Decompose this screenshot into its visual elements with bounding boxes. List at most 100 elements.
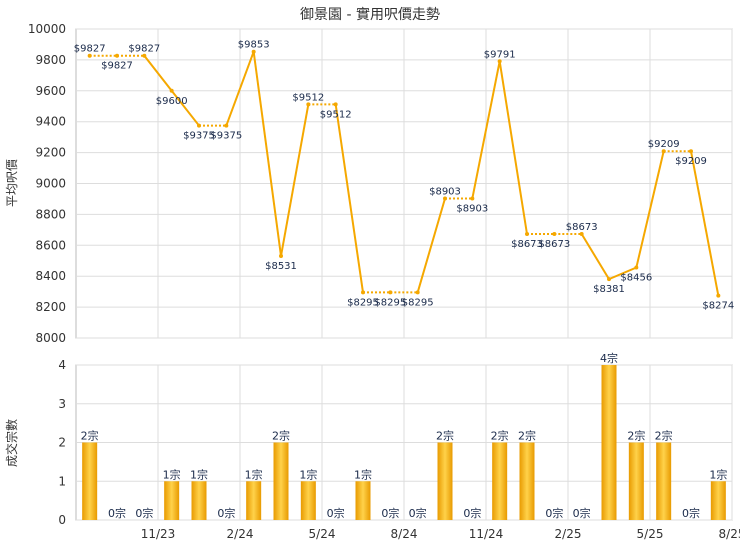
price-tick-label: 8200 — [35, 300, 66, 314]
x-tick-label: 2/24 — [227, 527, 254, 541]
price-tick-label: 10000 — [28, 22, 66, 36]
x-tick-label: 8/24 — [391, 527, 418, 541]
volume-data-label: 0宗 — [217, 506, 235, 520]
volume-bar — [273, 442, 289, 520]
price-tick-label: 9200 — [35, 146, 66, 160]
price-point — [497, 59, 502, 64]
volume-data-label: 1宗 — [190, 467, 208, 481]
price-point — [115, 53, 119, 58]
price-point — [197, 123, 201, 128]
price-data-label: $8903 — [456, 203, 488, 214]
price-data-label: $8295 — [402, 297, 434, 308]
price-point — [333, 102, 338, 107]
volume-bar — [191, 481, 207, 520]
volume-tick-label: 1 — [58, 474, 66, 488]
price-data-label: $8903 — [429, 186, 461, 197]
volume-data-label: 2宗 — [81, 429, 99, 443]
x-tick-label: 2/25 — [555, 527, 582, 541]
volume-bar — [601, 365, 617, 520]
price-point — [87, 53, 92, 58]
volume-data-label: 0宗 — [327, 506, 345, 520]
x-tick-label: 11/24 — [469, 527, 504, 541]
price-data-label: $8381 — [593, 284, 625, 295]
volume-data-label: 0宗 — [463, 506, 481, 520]
volume-bar — [628, 442, 644, 520]
x-tick-label: 8/25 — [719, 527, 740, 541]
price-point — [415, 290, 420, 295]
price-point — [525, 232, 529, 237]
volume-data-label: 2宗 — [272, 429, 290, 443]
volume-data-label: 2宗 — [436, 429, 454, 443]
x-tick-label: 5/25 — [637, 527, 664, 541]
price-data-label: $9209 — [675, 156, 707, 167]
price-data-label: $9600 — [156, 96, 188, 107]
price-axis-label: 平均呎價 — [5, 159, 19, 207]
volume-data-label: 0宗 — [108, 506, 126, 520]
price-line-segment — [170, 90, 200, 127]
volume-plot: 0 1 2 3 4 11/23 2/24 5/24 8/24 11/24 2/25 5/25 8/25 2… — [58, 351, 740, 541]
volume-axis-label: 成交宗數 — [4, 419, 19, 467]
price-point — [716, 293, 721, 298]
volume-data-label: 4宗 — [600, 351, 618, 365]
volume-bar — [82, 442, 98, 520]
price-data-label: $9375 — [210, 131, 242, 142]
price-data-label: $8274 — [702, 301, 734, 312]
price-point — [443, 196, 447, 201]
volume-bar — [355, 481, 371, 520]
price-point — [361, 290, 365, 295]
price-line-segment — [635, 150, 665, 268]
volume-data-label: 0宗 — [682, 506, 700, 520]
volume-data-label: 2宗 — [518, 429, 536, 443]
price-tick-label: 8400 — [35, 269, 66, 283]
price-line-segment — [498, 61, 528, 235]
price-point — [142, 53, 147, 58]
price-tick-label: 9400 — [35, 115, 66, 129]
price-data-label: $9512 — [292, 92, 324, 103]
price-plot: 8000 8200 8400 8600 8800 9000 9200 9400 9600 9800… — [28, 22, 734, 345]
price-line-segment — [280, 104, 310, 257]
price-data-label: $8295 — [374, 297, 406, 308]
price-line-segment — [690, 151, 720, 296]
price-line-segment — [225, 51, 255, 126]
volume-tick-label: 4 — [58, 358, 66, 372]
price-tick-label: 9000 — [35, 177, 66, 191]
price-point — [661, 149, 666, 154]
volume-bar — [437, 442, 453, 520]
price-data-label: $8295 — [347, 297, 379, 308]
price-data-label: $8673 — [538, 239, 570, 250]
price-data-label: $8531 — [265, 261, 297, 272]
price-point — [251, 49, 256, 54]
price-line-segment — [252, 51, 282, 257]
price-data-label: $9512 — [320, 109, 352, 120]
price-point — [552, 232, 557, 237]
volume-data-label: 0宗 — [381, 506, 399, 520]
price-line-segment — [334, 104, 364, 293]
volume-data-label: 1宗 — [299, 467, 317, 481]
volume-data-label: 1宗 — [709, 467, 727, 481]
volume-data-label: 2宗 — [627, 429, 645, 443]
price-point — [279, 253, 283, 258]
price-point — [579, 232, 584, 237]
x-tick-label: 11/23 — [141, 527, 176, 541]
volume-tick-label: 0 — [58, 513, 66, 527]
price-data-label: $9209 — [648, 139, 680, 150]
volume-data-label: 0宗 — [135, 506, 153, 520]
price-data-label: $8673 — [511, 239, 543, 250]
volume-data-label: 1宗 — [354, 467, 372, 481]
price-point — [224, 123, 229, 128]
volume-data-label: 1宗 — [245, 467, 263, 481]
price-line-segment — [608, 266, 637, 281]
price-point — [306, 102, 311, 107]
volume-bar — [300, 481, 316, 520]
price-line-segment — [471, 61, 501, 199]
price-point — [689, 149, 693, 154]
volume-tick-label: 2 — [58, 436, 66, 450]
volume-tick-label: 3 — [58, 397, 66, 411]
volume-bar — [246, 481, 262, 520]
price-line-segment — [416, 198, 446, 293]
price-point — [470, 196, 475, 201]
chart-title: 御景園 - 實用呎價走勢 — [300, 7, 440, 23]
volume-bar — [492, 442, 508, 520]
